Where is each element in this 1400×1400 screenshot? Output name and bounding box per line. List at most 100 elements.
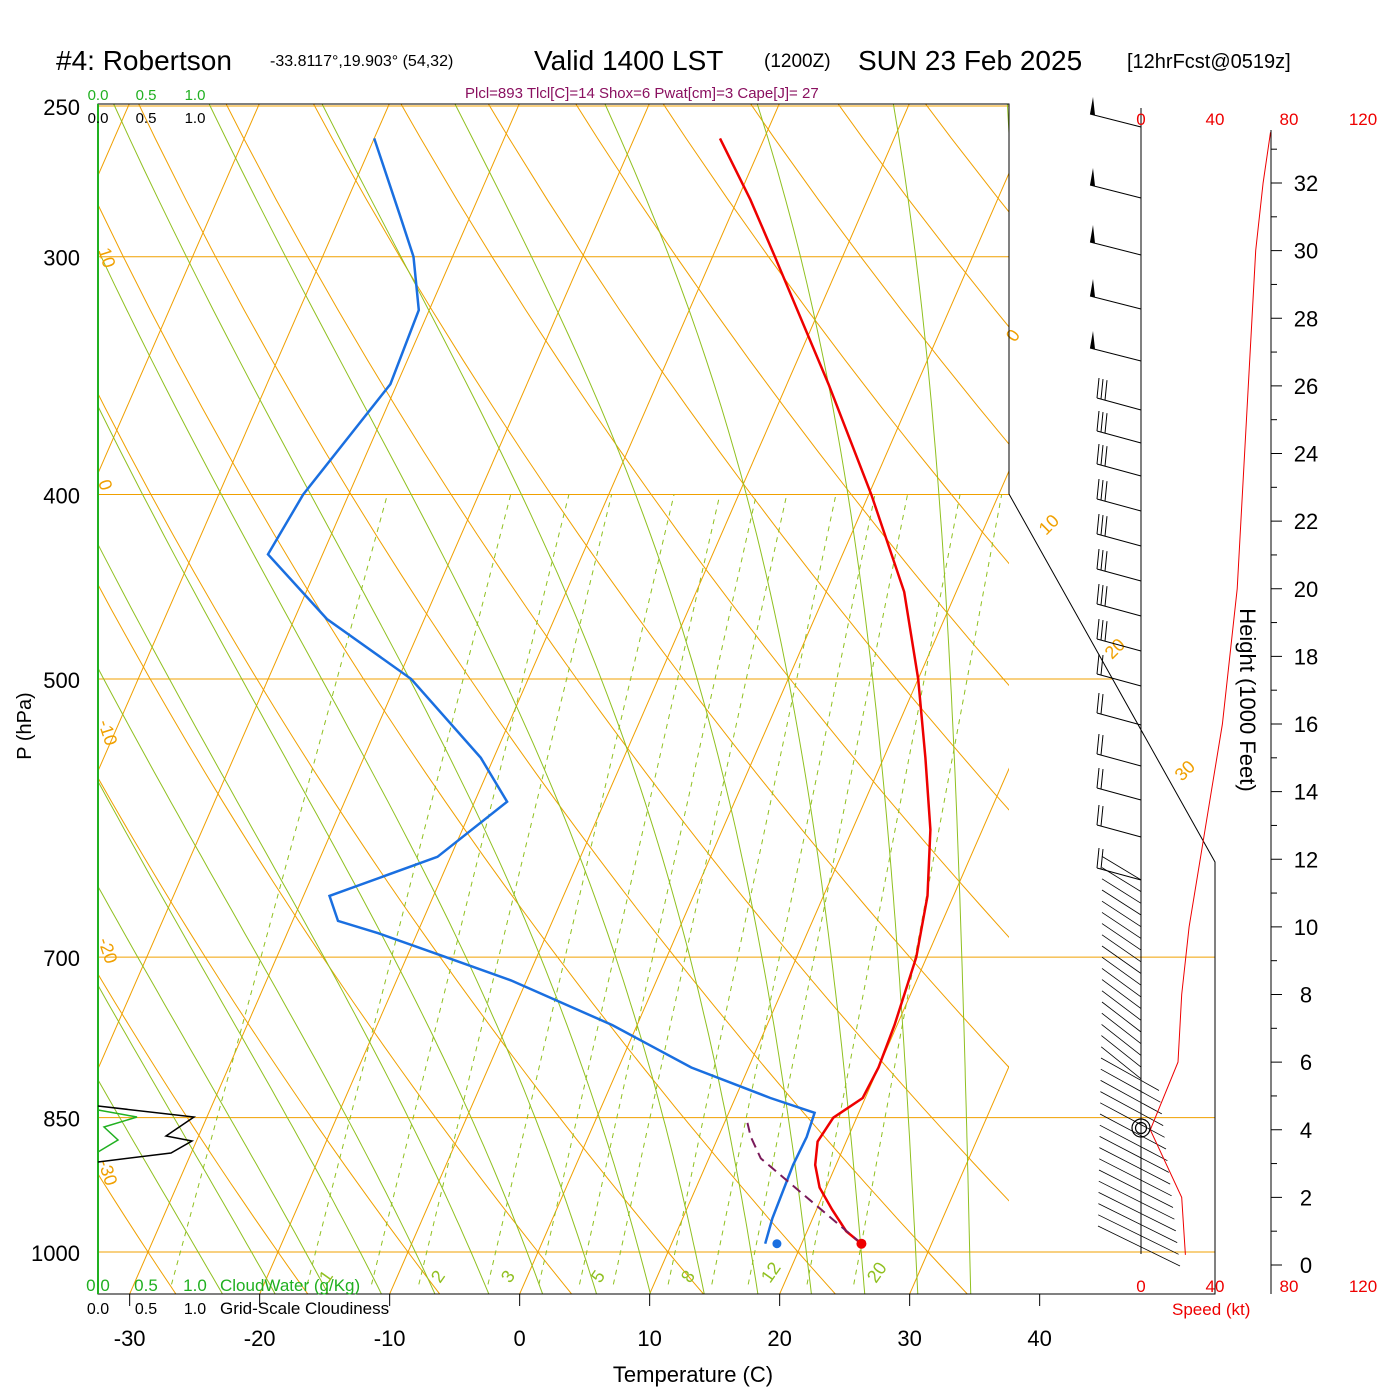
x-axis-label: Temperature (C) <box>613 1362 773 1387</box>
speed-tick-label-top: 40 <box>1206 110 1225 129</box>
mixing-ratio-lines <box>171 494 1003 1285</box>
cloudiness-tick-bottom: 0.5 <box>135 1301 157 1318</box>
speed-tick-label-top: 80 <box>1280 110 1299 129</box>
wind-barb-feather <box>1100 769 1104 790</box>
height-tick-label: 2 <box>1300 1185 1312 1210</box>
wind-barb <box>1099 1136 1169 1173</box>
wind-barb <box>1101 923 1142 951</box>
pressure-tick-label: 250 <box>43 95 80 120</box>
cloudwater-tick-top: 0.0 <box>88 87 109 104</box>
isotherm-label: 30 <box>1171 757 1199 785</box>
height-tick-label: 4 <box>1300 1118 1312 1143</box>
isotherm-line <box>1024 72 1400 1331</box>
temperature-tick-label: 30 <box>897 1326 921 1351</box>
wind-barb-feather <box>1100 806 1104 827</box>
cloudwater-label: CloudWater (g/Kg) <box>220 1276 360 1295</box>
mixing-ratio-line <box>306 494 512 1285</box>
wind-barb-feather <box>1096 443 1100 465</box>
wind-barb-pennant <box>1090 97 1095 115</box>
dry-adiabat-line <box>662 104 1009 565</box>
isotherm-line <box>389 104 910 1294</box>
mixing-ratio-label: 8 <box>677 1267 699 1287</box>
wind-barb <box>1101 878 1142 904</box>
dry-adiabat-line <box>313 104 1009 1069</box>
wind-barb <box>1099 1158 1172 1197</box>
wind-barb <box>1098 1214 1179 1255</box>
dry-adiabat-line <box>988 72 1400 1331</box>
moist-adiabat-line <box>454 104 812 1294</box>
cloudwater-profile <box>97 1109 138 1153</box>
temperature-tick-label: 10 <box>637 1326 661 1351</box>
profiles <box>266 137 932 1249</box>
mixing-ratio-label: 12 <box>757 1258 785 1286</box>
wind-barb <box>1101 945 1142 974</box>
wind-barb <box>1096 533 1142 547</box>
wind-barb <box>1096 824 1142 838</box>
wind-barb <box>1098 1180 1175 1220</box>
moist-adiabat-line <box>1006 104 1009 143</box>
moist-adiabat-line <box>98 248 598 1294</box>
lcl-marker <box>1131 1118 1151 1138</box>
dry-adiabat-lines <box>98 72 1400 1331</box>
pressure-tick-label: 300 <box>43 246 80 271</box>
dry-adiabat-line <box>98 776 441 1294</box>
isobar-lines <box>98 105 1215 1253</box>
dewpoint-line <box>266 138 817 1245</box>
wind-barb <box>1100 1057 1160 1091</box>
dry-adiabat-line <box>1248 72 1400 1331</box>
wind-barb-feather <box>1096 583 1100 605</box>
isotherm-line <box>1154 72 1400 1331</box>
moist-adiabat-line <box>113 104 651 1294</box>
wind-barb-pennant <box>1090 225 1095 243</box>
dry-adiabat-line <box>98 392 705 1294</box>
cloudiness-tick-top: 0.5 <box>136 110 157 127</box>
wind-barb-feather <box>1096 692 1100 714</box>
dry-adiabat-line <box>98 973 309 1294</box>
mixing-ratio-line <box>806 494 961 1285</box>
wind-barb-feather <box>1104 516 1108 537</box>
moist-adiabat-line <box>98 984 276 1294</box>
wind-barb <box>1096 787 1142 801</box>
wind-barb-feather <box>1100 585 1104 606</box>
isotherm-line <box>909 1065 1009 1294</box>
cloudwater-tick-top: 1.0 <box>185 87 206 104</box>
wind-barb-feather <box>1100 480 1104 501</box>
height-tick-label: 28 <box>1294 306 1318 331</box>
moist-adiabat-line <box>892 104 972 1294</box>
height-tick-label: 22 <box>1294 509 1318 534</box>
moist-adiabat-line <box>321 104 759 1294</box>
dry-adiabat-line <box>1161 72 1400 1331</box>
dry-adiabat-line <box>487 104 1009 811</box>
pressure-axis-ticks: 250 300 400 500 700 850 1000 <box>31 95 80 1266</box>
pressure-tick-label: 700 <box>43 946 80 971</box>
wind-barb <box>1101 900 1142 928</box>
isotherm-line <box>519 171 1009 1294</box>
moist-adiabat-line <box>98 780 383 1294</box>
wind-barb-feather <box>1104 413 1108 434</box>
mixing-ratio-line <box>171 494 388 1285</box>
wind-barb <box>1101 979 1142 1009</box>
wind-barb <box>1100 1102 1165 1138</box>
wind-barb-feather <box>1100 849 1104 870</box>
isotherm-label: 10 <box>1035 511 1063 539</box>
cloudwater-tick-bottom: 1.0 <box>183 1276 207 1295</box>
mixing-ratio-line <box>578 494 757 1285</box>
wind-barb <box>1099 1124 1168 1162</box>
wind-barb <box>1101 1001 1142 1033</box>
wind-barb <box>1101 990 1142 1021</box>
wind-barb <box>1096 753 1142 767</box>
wind-barb-feather <box>1104 380 1108 401</box>
height-tick-label: 18 <box>1294 644 1318 669</box>
wind-barb-feather <box>1100 550 1104 571</box>
wind-barb <box>1098 1203 1178 1243</box>
wind-barb <box>1101 856 1142 881</box>
wind-barb-feather <box>1100 379 1104 400</box>
mixing-ratio-line <box>711 494 876 1285</box>
height-tick-label: 10 <box>1294 915 1318 940</box>
mixing-ratio-label: 20 <box>863 1258 891 1286</box>
dry-adiabat-line <box>98 583 573 1294</box>
moist-adiabat-line <box>98 1078 224 1294</box>
wind-barb <box>1096 673 1142 687</box>
wind-barb-feather <box>1100 655 1104 676</box>
